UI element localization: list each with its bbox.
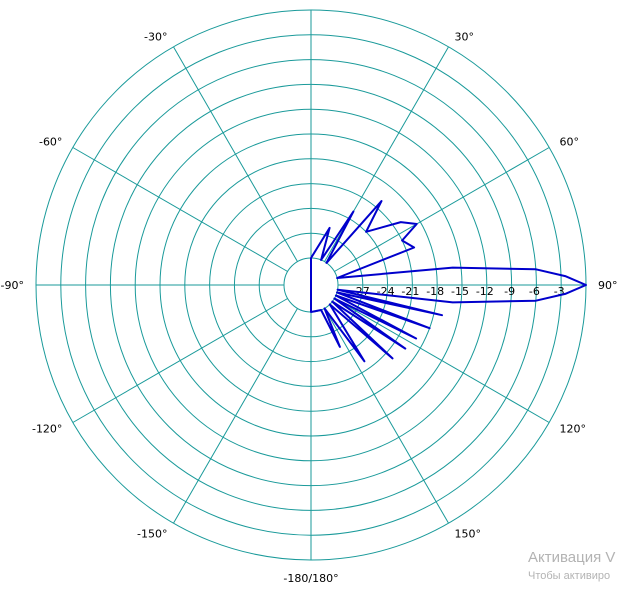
radial-tick-label: -18	[426, 285, 444, 298]
angle-tick-label: -120°	[32, 423, 62, 436]
grid-spoke	[72, 147, 288, 272]
angle-tick-label: 0°	[305, 0, 318, 1]
angle-tick-labels: 0° 30° 60° 90° 120° 150° -180/180° -150° -120° -9…	[1, 0, 618, 585]
watermark-line-1: Активация V	[528, 549, 616, 566]
angle-tick-label: -150°	[137, 528, 167, 541]
grid-spoke	[173, 308, 298, 524]
radial-tick-label: -15	[451, 285, 469, 298]
angle-tick-label: -30°	[144, 30, 167, 43]
angle-tick-label: 120°	[560, 423, 587, 436]
radial-tick-labels: -3-6-9-12-15-18-21-24-27	[352, 285, 565, 298]
angle-tick-label: 90°	[598, 279, 618, 292]
angle-tick-label: 60°	[560, 136, 580, 149]
angle-tick-label: -180/180°	[283, 572, 338, 585]
angle-tick-label: -90°	[1, 279, 24, 292]
radial-tick-label: -12	[476, 285, 494, 298]
grid-spoke	[324, 308, 449, 524]
radial-tick-label: -9	[504, 285, 515, 298]
radial-tick-label: -3	[554, 285, 565, 298]
radial-tick-label: -6	[529, 285, 540, 298]
grid-spoke	[173, 46, 298, 262]
pattern-series-line	[310, 200, 587, 363]
angle-tick-label: 150°	[455, 528, 482, 541]
grid-spoke	[334, 147, 550, 272]
series-layer	[310, 200, 587, 363]
radial-tick-label: -21	[401, 285, 419, 298]
watermark-line-2: Чтобы активиро	[528, 570, 611, 582]
angle-tick-label: -60°	[39, 136, 62, 149]
grid-spoke	[72, 298, 288, 423]
grid-spoke	[334, 298, 550, 423]
angle-tick-label: 30°	[455, 30, 475, 43]
